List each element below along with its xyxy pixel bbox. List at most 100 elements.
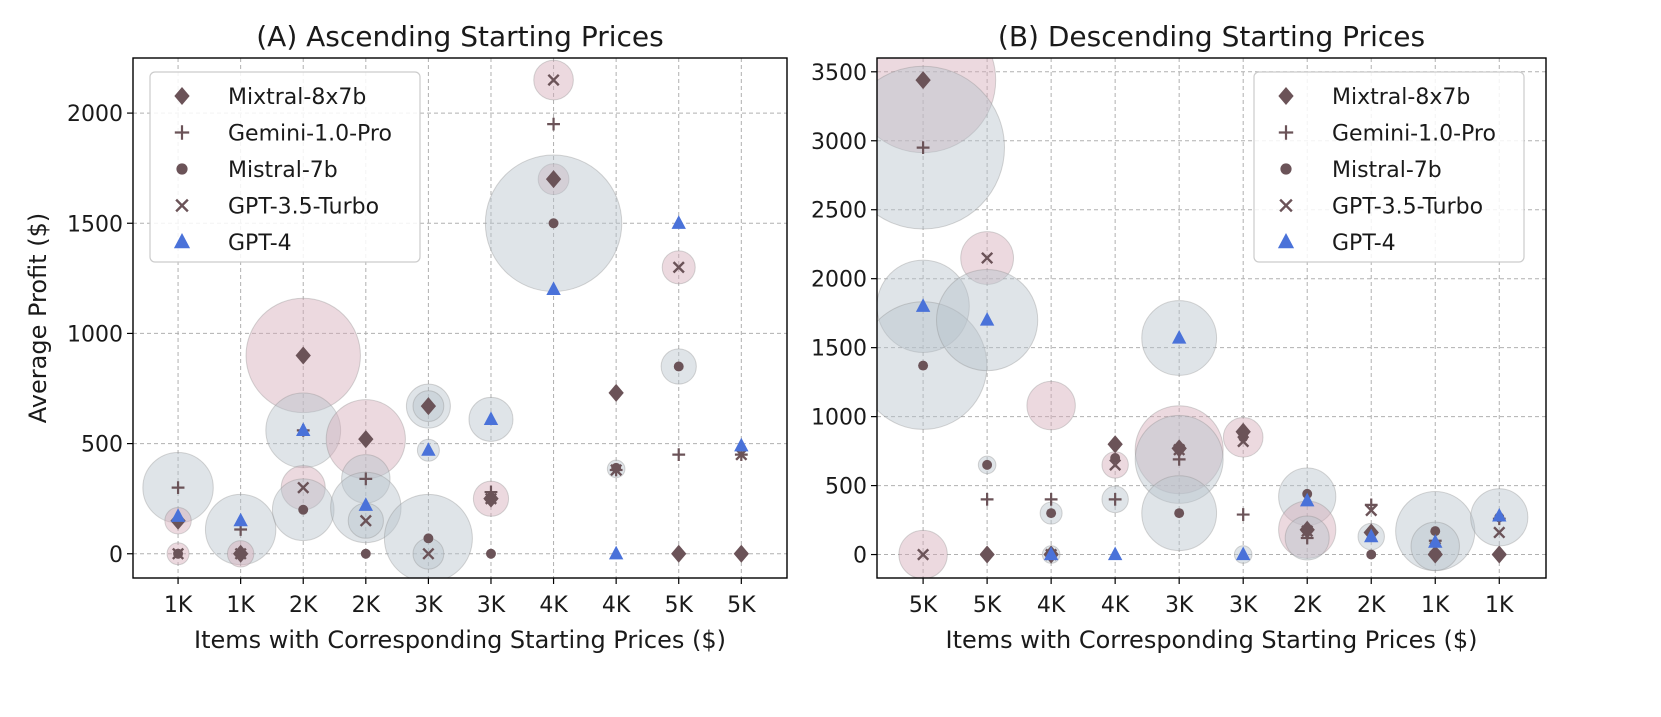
point-gpt4 bbox=[358, 497, 374, 511]
point-gpt35 bbox=[359, 514, 372, 527]
point-mistral bbox=[486, 548, 496, 559]
point-gpt35 bbox=[981, 251, 994, 265]
x-tick-label: 4K bbox=[602, 593, 631, 618]
point-gpt4 bbox=[1364, 528, 1379, 543]
legend-marker-gpt35 bbox=[1279, 198, 1293, 213]
x-tick-label: 1K bbox=[164, 593, 193, 618]
x-tick-label: 2K bbox=[1293, 593, 1322, 618]
point-mixtral bbox=[545, 170, 562, 189]
x-tick-label: 3K bbox=[477, 593, 506, 618]
legend: Mixtral-8x7b Gemini-1.0-Pro Mistral-7b GPT-… bbox=[149, 71, 421, 263]
x-tick-label: 2K bbox=[1357, 593, 1386, 618]
panel-b: 0 500 1000 1500 2000 2500 3000 3500 5K 5K 4K 4K 3K 3K… bbox=[811, 20, 1547, 654]
point-gpt4 bbox=[170, 508, 186, 522]
panel-a: 0 500 1000 1500 2000 1K 1K 2K 2K 3K 3K 4K 4K 5K 5K (A) … bbox=[24, 20, 788, 654]
point-gemini bbox=[1044, 492, 1058, 506]
x-tick-label: 5K bbox=[727, 593, 756, 618]
uncertainty-bubble bbox=[877, 65, 1005, 230]
point-gpt4 bbox=[1492, 507, 1507, 522]
point-gpt35 bbox=[297, 481, 310, 494]
point-mistral bbox=[1366, 549, 1377, 560]
point-gpt35 bbox=[672, 261, 685, 274]
y-tick-label: 0 bbox=[853, 544, 867, 569]
point-gpt4 bbox=[734, 437, 749, 452]
x-axis-label: Items with Corresponding Starting Prices… bbox=[946, 626, 1478, 654]
point-gpt4 bbox=[421, 442, 436, 456]
point-gemini bbox=[1172, 452, 1186, 466]
legend-label-gpt35: GPT-3.5-Turbo bbox=[1332, 195, 1483, 220]
point-mistral bbox=[673, 361, 684, 372]
plot-frame bbox=[132, 57, 788, 579]
point-gpt35 bbox=[547, 73, 560, 87]
point-mixtral bbox=[1491, 545, 1507, 564]
legend-marker-mixtral bbox=[1278, 87, 1294, 105]
point-mistral bbox=[611, 462, 622, 473]
y-tick-label: 1000 bbox=[811, 406, 867, 431]
x-tick-label: 1K bbox=[1485, 593, 1514, 618]
y-tick-label: 2500 bbox=[811, 199, 867, 224]
uncertainty-bubble bbox=[1026, 380, 1076, 431]
legend-label-gpt35: GPT-3.5-Turbo bbox=[228, 195, 379, 220]
point-mistral bbox=[548, 218, 559, 229]
legend-marker-gpt4 bbox=[173, 233, 191, 249]
legend-marker-gpt35 bbox=[175, 198, 189, 213]
y-tick-label: 500 bbox=[825, 475, 867, 500]
x-tick-label: 3K bbox=[414, 593, 443, 618]
point-gpt35 bbox=[422, 547, 435, 560]
legend-label-mistral: Mistral-7b bbox=[228, 158, 338, 183]
point-mistral bbox=[360, 548, 371, 559]
point-gemini bbox=[359, 472, 373, 486]
legend-label-gpt4: GPT-4 bbox=[228, 231, 292, 256]
point-gemini bbox=[421, 399, 435, 413]
point-mixtral bbox=[295, 346, 311, 365]
point-gpt4 bbox=[915, 298, 931, 312]
point-gpt4 bbox=[1300, 492, 1315, 507]
y-tick-label: 3500 bbox=[811, 61, 867, 86]
point-mixtral bbox=[979, 545, 995, 564]
point-mistral bbox=[982, 459, 993, 470]
point-gemini bbox=[547, 117, 560, 131]
legend-marker-gemini bbox=[174, 125, 190, 140]
point-gpt35 bbox=[610, 463, 623, 477]
x-tick-label: 1K bbox=[226, 593, 255, 618]
point-gpt35 bbox=[917, 548, 930, 561]
x-tick-label: 5K bbox=[665, 593, 694, 618]
point-gpt35 bbox=[484, 492, 498, 505]
point-gpt4 bbox=[296, 422, 311, 436]
point-gpt35 bbox=[1493, 526, 1506, 539]
x-tick-label: 4K bbox=[539, 593, 568, 618]
plot-frame bbox=[876, 57, 1547, 579]
y-tick-label: 0 bbox=[109, 543, 123, 568]
legend-marker-mistral bbox=[1280, 163, 1292, 175]
point-gemini bbox=[1108, 492, 1122, 506]
x-tick-label: 2K bbox=[289, 593, 318, 618]
legend-label-mixtral: Mixtral-8x7b bbox=[228, 85, 366, 110]
legend-label-mistral: Mistral-7b bbox=[1332, 158, 1442, 183]
y-tick-label: 1500 bbox=[67, 212, 123, 237]
x-axis-label: Items with Corresponding Starting Prices… bbox=[194, 626, 726, 654]
point-mixtral bbox=[1107, 435, 1123, 454]
legend-label-mixtral: Mixtral-8x7b bbox=[1332, 85, 1470, 110]
point-gpt35 bbox=[1301, 525, 1314, 538]
point-gpt35 bbox=[1173, 443, 1186, 456]
point-gpt35 bbox=[1109, 458, 1122, 471]
x-tick-label: 2K bbox=[352, 593, 381, 618]
y-tick-label: 1500 bbox=[811, 337, 867, 362]
point-gemini bbox=[1236, 508, 1250, 521]
point-mistral bbox=[1174, 508, 1185, 519]
point-mistral bbox=[918, 360, 929, 371]
point-gpt4 bbox=[1235, 546, 1251, 561]
point-gpt4 bbox=[1171, 330, 1187, 344]
point-gemini bbox=[980, 492, 994, 506]
x-tick-label: 1K bbox=[1421, 593, 1450, 618]
y-tick-label: 1000 bbox=[67, 322, 123, 347]
y-tick-label: 2000 bbox=[67, 102, 123, 127]
point-mixtral bbox=[671, 544, 687, 563]
point-gpt35 bbox=[234, 547, 247, 560]
x-tick-label: 4K bbox=[1101, 593, 1130, 618]
point-gpt4 bbox=[1428, 534, 1443, 548]
point-gpt4 bbox=[546, 281, 561, 295]
legend-box bbox=[1253, 71, 1525, 263]
x-tick-label: 3K bbox=[1229, 593, 1258, 618]
